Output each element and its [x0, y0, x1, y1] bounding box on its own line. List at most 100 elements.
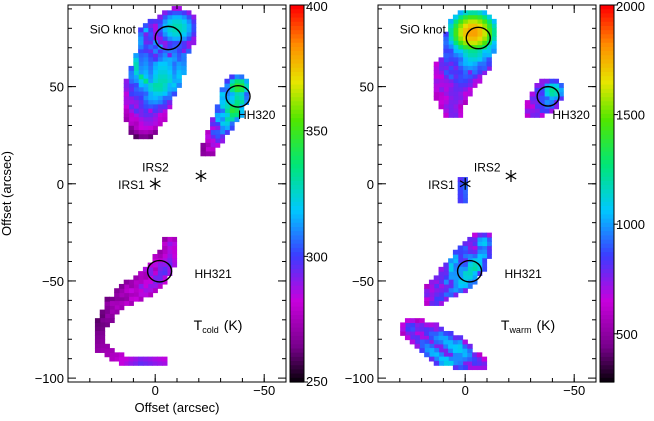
map-pixel	[128, 125, 134, 131]
colorbar-segment	[290, 373, 304, 379]
colorbar-segment	[600, 42, 614, 48]
colorbar-segment	[600, 218, 614, 224]
map-pixel	[152, 27, 158, 33]
map-pixel	[176, 10, 182, 16]
map-pixel	[219, 95, 226, 101]
map-pixel	[152, 279, 158, 285]
colorbar-segment	[290, 21, 304, 27]
map-pixel	[157, 91, 163, 97]
map-pixel	[176, 65, 182, 71]
map-pixel	[94, 335, 101, 341]
map-pixel	[457, 61, 464, 67]
map-pixel	[166, 44, 173, 50]
map-pixel	[457, 194, 464, 200]
map-pixel	[462, 283, 468, 289]
map-pixel	[210, 121, 216, 127]
map-pixel	[142, 27, 149, 33]
map-pixel	[176, 83, 182, 88]
colorbar-segment	[600, 306, 614, 312]
map-pixel	[476, 241, 483, 247]
colorbar-segment	[600, 185, 614, 190]
map-pixel	[443, 356, 449, 362]
map-pixel	[171, 258, 178, 264]
colorbar-segment	[600, 256, 614, 262]
map-pixel	[147, 279, 154, 285]
map-pixel	[409, 339, 416, 345]
map-pixel	[414, 335, 420, 341]
map-pixel	[205, 142, 211, 148]
map-pixel	[157, 23, 163, 29]
map-pixel	[176, 23, 182, 29]
map-pixel	[147, 112, 154, 118]
map-pixel	[462, 245, 468, 251]
map-pixel	[462, 189, 468, 195]
map-pixel	[457, 112, 464, 118]
map-pixel	[404, 326, 411, 332]
map-pixel	[457, 249, 464, 255]
colorbar-segment	[600, 143, 614, 149]
map-pixel	[424, 301, 430, 306]
map-pixel	[452, 279, 459, 285]
map-pixel	[176, 40, 182, 46]
y-tick-label: −100	[345, 371, 374, 386]
map-pixel	[544, 78, 550, 84]
map-pixel	[448, 95, 454, 101]
map-pixel	[414, 330, 420, 336]
colorbar-segment	[600, 34, 614, 40]
map-pixel	[142, 356, 149, 362]
colorbar-segment	[600, 268, 614, 274]
map-pixel	[186, 23, 192, 29]
map-pixel	[472, 40, 478, 46]
colorbar-segment	[290, 139, 304, 144]
map-pixel	[433, 65, 440, 71]
map-pixel	[99, 326, 106, 332]
map-pixel	[457, 44, 464, 50]
map-pixel	[162, 61, 168, 67]
map-pixel	[118, 352, 125, 358]
map-pixel	[476, 254, 483, 259]
temperature-label-sub: cold	[202, 325, 219, 335]
colorbar: 2000 1500 1000 500	[599, 0, 645, 383]
colorbar-segment	[600, 97, 614, 102]
map-pixel	[428, 356, 435, 362]
map-pixel	[114, 292, 120, 298]
map-pixel	[214, 104, 221, 110]
map-pixel	[476, 271, 483, 277]
colorbar-segment	[600, 139, 614, 144]
map-pixel	[462, 241, 468, 247]
map-pixel	[481, 27, 488, 33]
map-pixel	[443, 108, 449, 114]
map-pixel	[472, 35, 478, 41]
map-pixel	[438, 266, 444, 272]
colorbar-segment	[600, 352, 614, 358]
map-pixel	[152, 87, 158, 93]
map-pixel	[424, 339, 430, 345]
colorbar-segment	[290, 331, 304, 337]
map-pixel	[524, 100, 531, 105]
map-pixel	[171, 44, 178, 50]
map-pixel	[443, 65, 449, 71]
map-pixel	[142, 279, 149, 285]
map-pixel	[472, 14, 478, 20]
map-pixel	[234, 78, 240, 84]
map-pixel	[234, 74, 240, 80]
map-pixel	[171, 70, 178, 76]
map-pixel	[457, 18, 464, 24]
map-pixel	[457, 177, 464, 182]
map-pixel	[152, 125, 158, 131]
map-pixel	[553, 78, 560, 84]
map-pixel	[452, 87, 459, 93]
map-pixel	[486, 53, 492, 58]
map-pixel	[452, 18, 459, 24]
temperature-label-main: T	[194, 317, 203, 333]
temperature-label-unit: (K)	[224, 317, 243, 333]
colorbar-segment	[290, 256, 304, 262]
colorbar-segment	[290, 302, 304, 308]
map-pixel	[433, 279, 440, 285]
colorbar-segment	[600, 51, 614, 56]
map-pixel	[481, 14, 488, 20]
map-pixel	[457, 57, 464, 63]
emission-region	[123, 6, 197, 140]
map-pixel	[171, 236, 178, 242]
map-pixel	[186, 18, 192, 24]
